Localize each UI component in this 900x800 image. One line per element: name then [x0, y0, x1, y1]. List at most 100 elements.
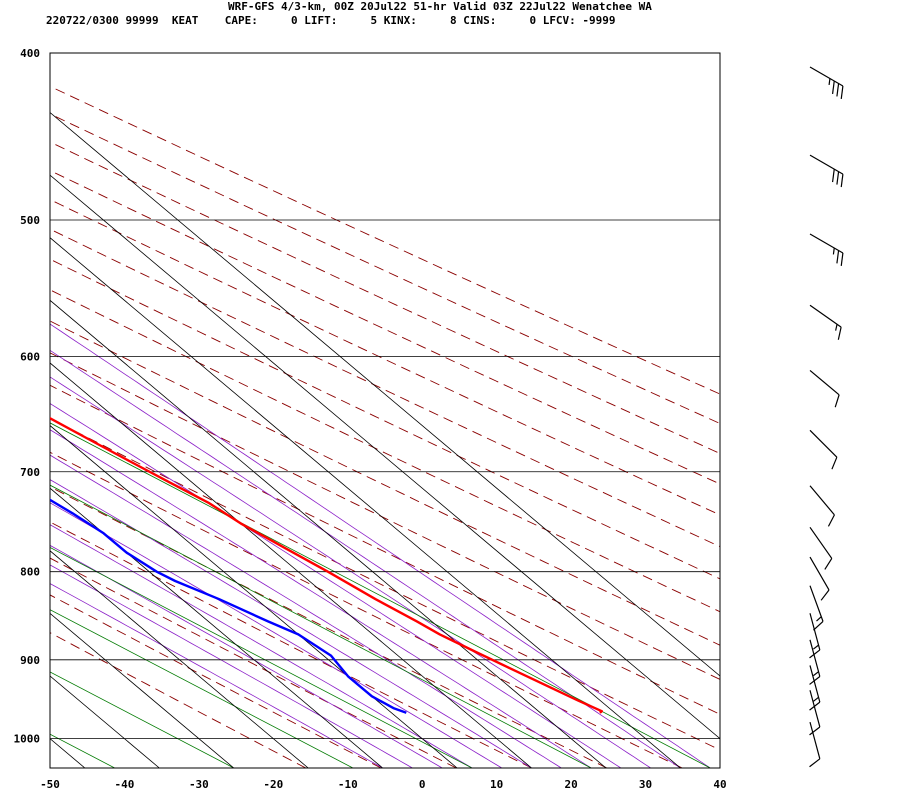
wind-barb [809, 485, 835, 527]
pressure-tick-label: 800 [20, 566, 40, 579]
isotherm-gridline [50, 550, 309, 768]
barb-feather [809, 649, 821, 659]
barb-feather [809, 676, 821, 685]
barb-half-feather [813, 644, 819, 650]
pressure-tick-label: 900 [20, 654, 40, 667]
barb-feather [824, 558, 833, 570]
barb-feather [809, 726, 821, 736]
isotherm-gridline [50, 111, 720, 677]
wind-barb [809, 369, 840, 408]
wind-barb-column [809, 66, 844, 768]
mixing-ratio-line [50, 484, 592, 768]
mixing-ratio-line [50, 733, 115, 768]
temperature-tick-label: 40 [713, 778, 726, 791]
isotherm-gridline [50, 237, 681, 768]
temperature-tick-label: -40 [115, 778, 135, 791]
pressure-tick-label: 400 [20, 47, 40, 60]
dry-adiabat [50, 632, 307, 768]
barb-half-feather [813, 696, 819, 702]
barb-feather [840, 85, 844, 99]
temperature-tick-label: 0 [419, 778, 426, 791]
dry-adiabat [50, 258, 720, 580]
moist-adiabat [50, 583, 383, 768]
barb-staff [809, 526, 833, 559]
axis-tick-labels: 400 500 600 700 800 900 1000 -50 -40 -30 -20 -10 0 10… [14, 47, 727, 791]
dewpoint-profile-line [50, 498, 407, 714]
barb-staff [809, 721, 821, 759]
moist-adiabat [50, 454, 562, 768]
barb-half-feather [832, 247, 835, 255]
barb-feather [840, 252, 844, 266]
moist-adiabat [50, 323, 711, 768]
isotherm-gridline [0, 53, 10, 768]
isotherm-gridline [50, 174, 720, 740]
pressure-tick-label: 700 [20, 466, 40, 479]
chart-title: WRF-GFS 4/3-km, 00Z 20Jul22 51-hr Valid … [228, 0, 652, 13]
barb-staff [809, 304, 842, 328]
barb-staff [809, 233, 844, 254]
barb-staff [809, 485, 835, 516]
barb-half-feather [828, 78, 831, 86]
barb-half-feather [813, 671, 819, 677]
dry-adiabat [50, 199, 720, 516]
temperature-tick-label: -50 [40, 778, 60, 791]
isotherm-gridline [50, 425, 458, 768]
mixing-ratio-line [50, 422, 711, 768]
barb-staff [809, 690, 821, 728]
temperature-tick-label: -20 [263, 778, 283, 791]
dry-adiabat [50, 141, 720, 454]
moist-adiabat [50, 502, 503, 768]
wind-barb [809, 304, 842, 340]
wind-barb [809, 429, 838, 470]
moist-adiabat [50, 564, 413, 768]
moist-adiabat [50, 479, 532, 768]
barb-feather [827, 514, 835, 527]
pressure-tick-label: 500 [20, 214, 40, 227]
dry-adiabat [50, 113, 720, 424]
dry-adiabat [50, 417, 720, 751]
temperature-tick-label: 30 [639, 778, 652, 791]
moist-adiabat [50, 376, 651, 768]
mixing-ratio-line [50, 546, 473, 768]
wind-barb [809, 721, 821, 768]
sounding-profiles [50, 416, 603, 714]
dry-adiabat [50, 486, 608, 768]
barb-staff [809, 665, 821, 703]
wind-barb [809, 585, 824, 631]
temperature-tick-label: 10 [490, 778, 503, 791]
moist-adiabat [50, 544, 443, 768]
dry-adiabat [50, 320, 720, 646]
temperature-tick-label: -10 [338, 778, 358, 791]
wind-barb [809, 66, 844, 99]
moist-adiabat [50, 524, 473, 768]
isotherm-gridline [50, 612, 235, 768]
dry-adiabat [50, 289, 720, 613]
dry-adiabat [50, 352, 720, 680]
barb-feather [831, 80, 835, 94]
dry-adiabat [50, 557, 457, 768]
temperature-profile-line [50, 416, 603, 714]
moist-adiabat [50, 349, 681, 768]
wind-barb [809, 556, 830, 601]
barb-staff [809, 613, 821, 651]
wind-barb [809, 639, 821, 685]
barb-feather [836, 83, 840, 97]
barb-half-feather [835, 324, 838, 331]
barb-staff [809, 556, 830, 591]
pressure-temperature-grid [0, 53, 720, 768]
moist-adiabat [50, 429, 592, 768]
temperature-tick-label: 20 [564, 778, 577, 791]
pressure-tick-label: 1000 [14, 733, 41, 746]
barb-staff [809, 585, 824, 622]
barb-feather [837, 326, 842, 340]
isotherm-gridline [50, 299, 607, 768]
barb-feather [840, 174, 844, 188]
mixing-ratio-line [50, 671, 234, 768]
barb-feather [820, 589, 830, 601]
isotherm-gridline [50, 487, 383, 768]
isotherm-gridline [50, 362, 532, 768]
adiabat-lines [50, 85, 720, 768]
temperature-tick-label: -30 [189, 778, 209, 791]
wind-barb [809, 690, 821, 736]
